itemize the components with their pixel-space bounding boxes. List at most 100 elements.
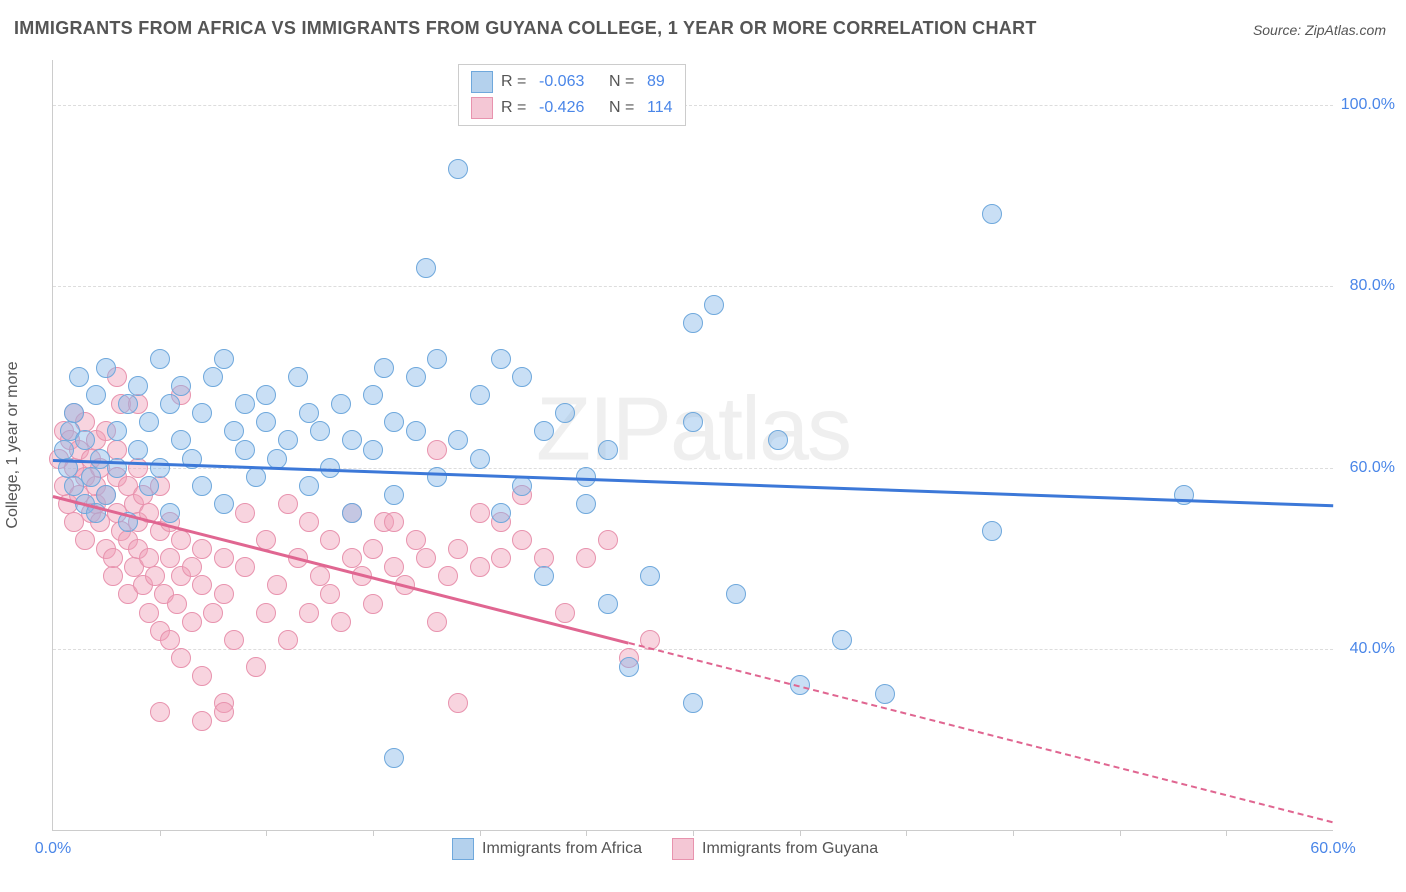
scatter-point bbox=[256, 385, 276, 405]
scatter-point bbox=[406, 421, 426, 441]
scatter-point bbox=[192, 575, 212, 595]
scatter-point bbox=[203, 367, 223, 387]
legend-label: Immigrants from Guyana bbox=[702, 840, 878, 858]
scatter-point bbox=[427, 612, 447, 632]
chart-container: College, 1 year or more ZIPatlas R =-0.0… bbox=[52, 60, 1392, 830]
scatter-point bbox=[491, 548, 511, 568]
legend-r-value: -0.426 bbox=[539, 99, 601, 117]
scatter-point bbox=[1174, 485, 1194, 505]
scatter-point bbox=[75, 430, 95, 450]
scatter-point bbox=[224, 421, 244, 441]
scatter-point bbox=[448, 159, 468, 179]
scatter-point bbox=[470, 449, 490, 469]
scatter-point bbox=[555, 403, 575, 423]
scatter-point bbox=[107, 440, 127, 460]
scatter-point bbox=[363, 440, 383, 460]
scatter-point bbox=[128, 376, 148, 396]
scatter-point bbox=[171, 430, 191, 450]
correlation-legend: R =-0.063N =89R =-0.426N =114 bbox=[458, 64, 686, 126]
x-tick-mark bbox=[1226, 830, 1227, 836]
legend-r-label: R = bbox=[501, 73, 531, 91]
scatter-point bbox=[683, 412, 703, 432]
scatter-point bbox=[192, 666, 212, 686]
y-tick-label: 60.0% bbox=[1350, 459, 1395, 477]
scatter-point bbox=[363, 539, 383, 559]
scatter-point bbox=[534, 548, 554, 568]
scatter-point bbox=[832, 630, 852, 650]
scatter-point bbox=[598, 530, 618, 550]
x-tick-mark bbox=[480, 830, 481, 836]
scatter-point bbox=[214, 548, 234, 568]
scatter-point bbox=[182, 557, 202, 577]
scatter-point bbox=[384, 557, 404, 577]
x-tick-mark bbox=[160, 830, 161, 836]
scatter-point bbox=[320, 584, 340, 604]
legend-r-label: R = bbox=[501, 99, 531, 117]
scatter-point bbox=[150, 349, 170, 369]
y-tick-label: 80.0% bbox=[1350, 277, 1395, 295]
scatter-point bbox=[384, 748, 404, 768]
scatter-point bbox=[320, 530, 340, 550]
x-tick-mark bbox=[693, 830, 694, 836]
scatter-point bbox=[192, 711, 212, 731]
scatter-point bbox=[267, 575, 287, 595]
legend-item: Immigrants from Guyana bbox=[672, 838, 878, 860]
scatter-point bbox=[598, 594, 618, 614]
scatter-point bbox=[96, 485, 116, 505]
scatter-point bbox=[427, 440, 447, 460]
scatter-point bbox=[182, 612, 202, 632]
scatter-point bbox=[555, 603, 575, 623]
scatter-point bbox=[470, 385, 490, 405]
scatter-point bbox=[214, 494, 234, 514]
scatter-point bbox=[438, 566, 458, 586]
scatter-point bbox=[139, 476, 159, 496]
scatter-point bbox=[139, 548, 159, 568]
scatter-point bbox=[310, 421, 330, 441]
x-tick-mark bbox=[266, 830, 267, 836]
scatter-point bbox=[427, 349, 447, 369]
scatter-point bbox=[278, 430, 298, 450]
scatter-point bbox=[288, 367, 308, 387]
scatter-point bbox=[768, 430, 788, 450]
scatter-point bbox=[299, 603, 319, 623]
scatter-point bbox=[246, 467, 266, 487]
scatter-point bbox=[278, 630, 298, 650]
legend-row: R = -0.426 N = 114 bbox=[471, 95, 673, 121]
legend-n-label: N = bbox=[609, 99, 639, 117]
scatter-point bbox=[342, 430, 362, 450]
scatter-point bbox=[103, 548, 123, 568]
scatter-point bbox=[598, 440, 618, 460]
scatter-point bbox=[139, 412, 159, 432]
x-tick-label: 60.0% bbox=[1310, 840, 1355, 858]
scatter-point bbox=[107, 421, 127, 441]
scatter-point bbox=[331, 612, 351, 632]
scatter-point bbox=[235, 394, 255, 414]
scatter-point bbox=[214, 584, 234, 604]
scatter-point bbox=[683, 693, 703, 713]
scatter-point bbox=[363, 385, 383, 405]
scatter-point bbox=[171, 530, 191, 550]
scatter-point bbox=[534, 566, 554, 586]
scatter-point bbox=[160, 630, 180, 650]
scatter-point bbox=[875, 684, 895, 704]
legend-swatch bbox=[471, 97, 493, 119]
scatter-point bbox=[448, 693, 468, 713]
legend-n-label: N = bbox=[609, 73, 639, 91]
scatter-point bbox=[214, 702, 234, 722]
legend-n-value: 114 bbox=[647, 99, 673, 117]
scatter-point bbox=[64, 403, 84, 423]
scatter-point bbox=[384, 412, 404, 432]
scatter-point bbox=[384, 485, 404, 505]
scatter-point bbox=[167, 594, 187, 614]
scatter-point bbox=[342, 548, 362, 568]
scatter-point bbox=[235, 503, 255, 523]
scatter-point bbox=[214, 349, 234, 369]
plot-area: College, 1 year or more ZIPatlas R =-0.0… bbox=[52, 60, 1333, 831]
gridline bbox=[53, 649, 1333, 650]
scatter-point bbox=[982, 521, 1002, 541]
legend-label: Immigrants from Africa bbox=[482, 840, 642, 858]
scatter-point bbox=[171, 376, 191, 396]
scatter-point bbox=[235, 557, 255, 577]
scatter-point bbox=[235, 440, 255, 460]
scatter-point bbox=[96, 358, 116, 378]
